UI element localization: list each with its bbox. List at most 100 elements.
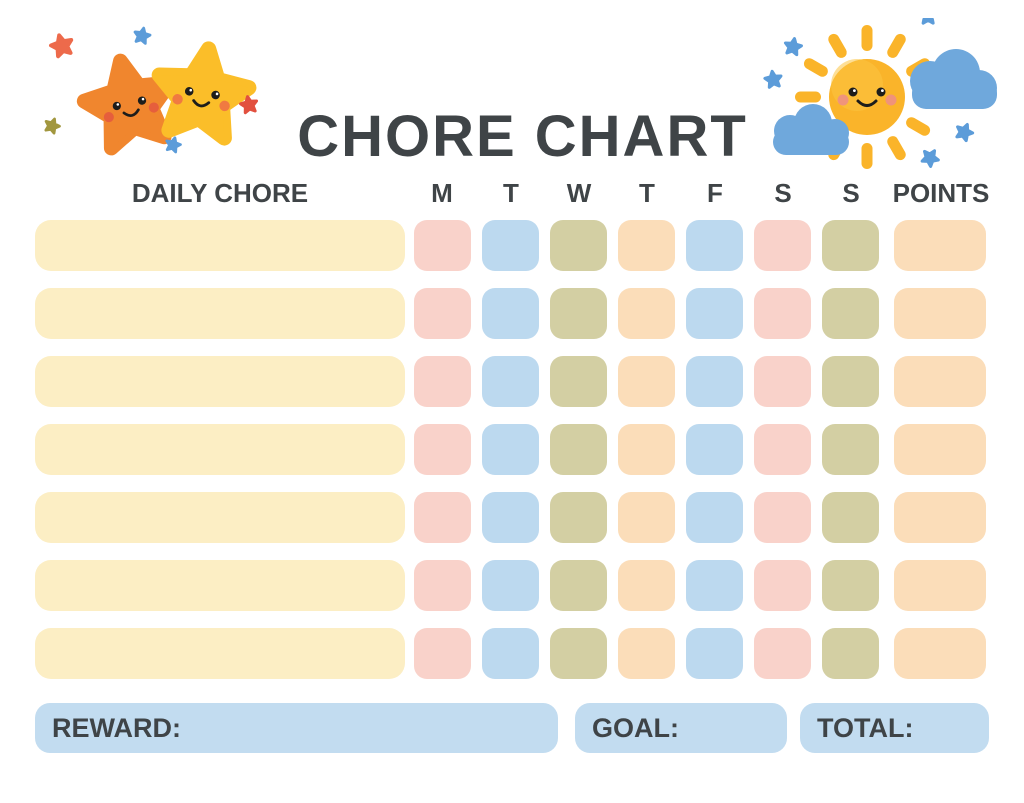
goal-label: GOAL: [592,712,679,743]
day-cell[interactable] [686,356,743,407]
day-cell[interactable] [618,424,675,475]
day-cell[interactable] [550,220,607,271]
yellow-star-icon [152,43,254,141]
table-row [35,424,986,475]
chore-name-cell[interactable] [35,356,405,407]
day-cell[interactable] [754,628,811,679]
day-cell[interactable] [550,492,607,543]
day-cell[interactable] [550,628,607,679]
day-cell[interactable] [482,288,539,339]
day-cell[interactable] [686,560,743,611]
day-cell[interactable] [482,356,539,407]
page-title: CHORE CHART [297,104,748,170]
day-cell[interactable] [618,560,675,611]
chore-name-cell[interactable] [35,220,405,271]
day-cell[interactable] [686,424,743,475]
reward-label: REWARD: [52,712,181,743]
day-cell[interactable] [686,492,743,543]
sparkle-star-icon [762,68,785,91]
day-cell[interactable] [482,424,539,475]
chore-name-cell[interactable] [35,288,405,339]
sparkle-star-icon [131,25,153,46]
day-cell[interactable] [482,560,539,611]
chore-name-cell[interactable] [35,492,405,543]
cloud-icon [910,49,997,109]
day-header-5: F [707,178,723,208]
table-row [35,288,986,339]
day-cell[interactable] [550,288,607,339]
sparkle-star-icon [47,30,77,60]
day-cell[interactable] [482,628,539,679]
day-cell[interactable] [754,288,811,339]
table-row [35,560,986,611]
day-cell[interactable] [618,356,675,407]
day-cell[interactable] [822,492,879,543]
points-cell[interactable] [894,560,986,611]
day-cell[interactable] [414,288,471,339]
day-cell[interactable] [550,560,607,611]
day-cell[interactable] [822,288,879,339]
day-cell[interactable] [822,220,879,271]
day-cell[interactable] [482,220,539,271]
day-cell[interactable] [618,628,675,679]
day-cell[interactable] [414,628,471,679]
chore-name-cell[interactable] [35,560,405,611]
day-cell[interactable] [822,560,879,611]
sparkle-star-icon [918,145,942,169]
day-header-3: W [566,178,592,208]
day-cell[interactable] [414,220,471,271]
day-cell[interactable] [414,492,471,543]
sun-clouds-decoration [745,18,997,170]
sparkle-star-icon [953,121,975,142]
day-cell[interactable] [754,424,811,475]
day-cell[interactable] [550,356,607,407]
cloud-icon [773,104,849,155]
day-cell[interactable] [482,492,539,543]
points-cell[interactable] [894,424,986,475]
total-label: TOTAL: [817,712,914,743]
day-cell[interactable] [686,288,743,339]
sparkle-star-icon [783,37,803,57]
stars-decoration [41,25,270,166]
day-cell[interactable] [414,424,471,475]
points-cell[interactable] [894,356,986,407]
points-column-header: POINTS [892,178,990,208]
table-row [35,628,986,679]
table-row [35,356,986,407]
points-cell[interactable] [894,288,986,339]
day-cell[interactable] [550,424,607,475]
chore-column-header: DAILY CHORE [131,178,309,208]
reward-field[interactable]: REWARD: [35,703,558,753]
sparkle-star-icon [917,18,938,26]
orange-star-icon [78,52,181,152]
day-cell[interactable] [754,492,811,543]
sparkle-star-icon [41,115,63,136]
goal-field[interactable]: GOAL: [575,703,787,753]
day-cell[interactable] [822,424,879,475]
points-cell[interactable] [894,492,986,543]
day-cell[interactable] [754,356,811,407]
day-header-4: T [639,178,655,208]
points-cell[interactable] [894,220,986,271]
day-header-2: T [503,178,519,208]
day-header-7: S [842,178,860,208]
day-cell[interactable] [754,220,811,271]
day-header-1: M [431,178,453,208]
day-cell[interactable] [414,560,471,611]
day-cell[interactable] [822,356,879,407]
day-cell[interactable] [618,288,675,339]
points-cell[interactable] [894,628,986,679]
day-cell[interactable] [414,356,471,407]
day-cell[interactable] [686,220,743,271]
chore-name-cell[interactable] [35,424,405,475]
table-row [35,492,986,543]
day-cell[interactable] [618,492,675,543]
day-cell[interactable] [686,628,743,679]
day-cell[interactable] [754,560,811,611]
total-field[interactable]: TOTAL: [800,703,989,753]
day-header-6: S [774,178,792,208]
chore-name-cell[interactable] [35,628,405,679]
day-cell[interactable] [618,220,675,271]
day-cell[interactable] [822,628,879,679]
